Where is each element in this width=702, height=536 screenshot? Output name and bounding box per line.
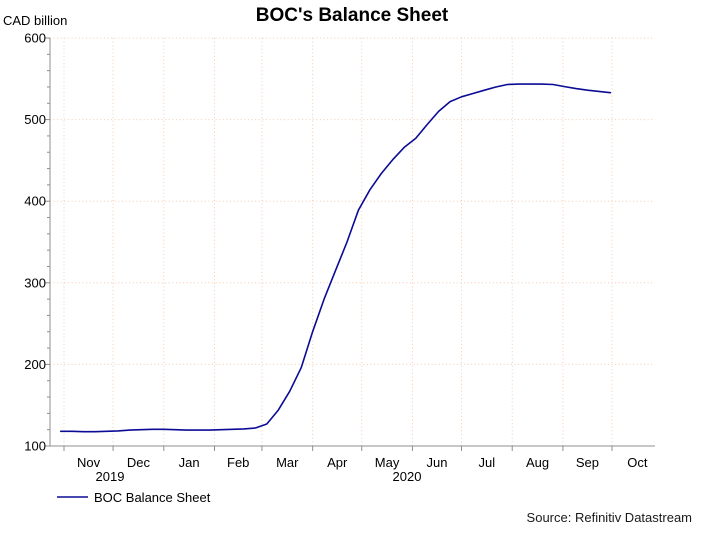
gridlines-layer	[50, 37, 655, 446]
x-axis-year-label-2019: 2019	[96, 469, 125, 484]
legend-label: BOC Balance Sheet	[94, 490, 211, 505]
x-axis-month-label: Sep	[576, 455, 599, 470]
chart-title: BOC's Balance Sheet	[256, 5, 449, 26]
x-axis-month-label: Aug	[526, 455, 549, 470]
axis-ticks-layer	[45, 37, 613, 451]
y-axis-tick-label: 600	[24, 31, 46, 46]
x-axis-month-label: Oct	[627, 455, 648, 470]
x-axis-month-label: Mar	[276, 455, 299, 470]
y-axis-tick-label: 400	[24, 194, 46, 209]
y-axis-tick-label: 300	[24, 275, 46, 290]
x-axis-month-label: Feb	[227, 455, 249, 470]
y-axis-tick-label: 500	[24, 112, 46, 127]
source-credit: Source: Refinitiv Datastream	[527, 510, 692, 525]
x-axis-month-label: Jan	[179, 455, 200, 470]
x-axis-month-label: Dec	[127, 455, 151, 470]
x-axis-year-label-2020: 2020	[393, 469, 422, 484]
y-axis-tick-label: 200	[24, 357, 46, 372]
legend: BOC Balance Sheet	[57, 490, 211, 505]
y-axis-unit-label: CAD billion	[3, 13, 67, 28]
y-axis-tick-label: 100	[24, 439, 46, 454]
series-line-boc-balance-sheet	[59, 83, 612, 433]
x-axis-month-label: Nov	[77, 455, 101, 470]
x-axis-month-label: Apr	[327, 455, 348, 470]
x-axis-month-label: May	[375, 455, 400, 470]
x-axis-month-label: Jun	[426, 455, 447, 470]
x-axis-month-label: Jul	[479, 455, 496, 470]
axis-labels-layer: 100 200 300 400 500 600 Nov Dec Jan Feb Mar Apr May J…	[24, 31, 648, 471]
